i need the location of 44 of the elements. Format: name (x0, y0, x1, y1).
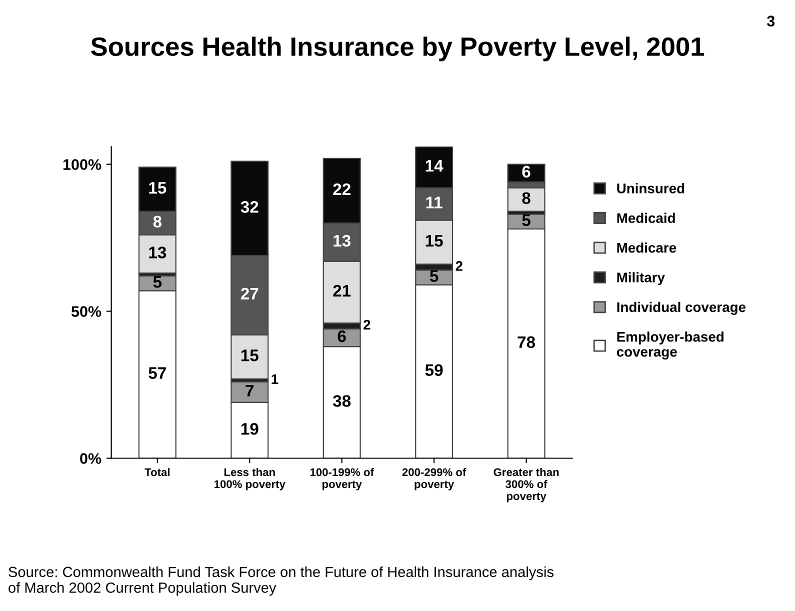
data-label: 38 (332, 395, 351, 407)
legend-label: Employer-based coverage (616, 332, 724, 360)
legend-label: Medicaid (617, 212, 675, 224)
x-tick-label: Greater than 300% of poverty (494, 468, 559, 502)
data-label: 8 (153, 216, 162, 228)
data-label: 57 (148, 367, 166, 379)
legend-label: Uninsured (617, 183, 684, 194)
data-label: 78 (518, 336, 536, 348)
y-tick-label: 100% (63, 159, 102, 170)
text: 3 (766, 16, 775, 27)
data-label: 13 (149, 246, 166, 258)
legend-label: Medicare (617, 242, 676, 253)
data-label: 5 (430, 270, 438, 282)
data-label: 2 (456, 261, 462, 271)
x-tick-label: Less than 100% poverty (214, 468, 286, 490)
data-label: 6 (522, 166, 530, 178)
data-label: 32 (240, 201, 258, 213)
data-label: 59 (425, 364, 443, 376)
source-note: Source: Commonwealth Fund Task Force on the Future of Health Insurance analysis of March 2002 Current Population Survey (8, 566, 554, 596)
data-label: 27 (240, 288, 258, 300)
data-label: 7 (246, 384, 254, 396)
x-tick-label: Total (144, 468, 170, 476)
data-label: 8 (522, 192, 530, 204)
x-tick-label: 100-199% of poverty (310, 468, 374, 490)
data-label: 14 (426, 160, 444, 172)
data-label: 15 (241, 350, 258, 362)
data-label: 21 (333, 284, 351, 296)
data-label: 19 (241, 422, 258, 435)
legend-label: Military (617, 272, 665, 286)
data-label: 13 (334, 234, 351, 247)
data-label: 15 (149, 182, 166, 194)
y-tick-label: 50% (71, 306, 102, 317)
y-tick-label: 0% (80, 453, 102, 464)
data-label: 11 (426, 196, 442, 208)
legend-label: Individual coverage (617, 302, 746, 315)
chart-title: Sources Health Insurance by Poverty Level, 2001 (91, 36, 704, 62)
data-label: 15 (426, 235, 443, 247)
data-label: 1 (272, 374, 278, 384)
data-label: 5 (153, 276, 162, 288)
data-label: 6 (338, 330, 346, 342)
data-label: 22 (333, 183, 350, 196)
data-label: 5 (522, 214, 530, 226)
data-label: 2 (364, 320, 370, 330)
x-tick-label: 200-299% of poverty (402, 468, 466, 490)
